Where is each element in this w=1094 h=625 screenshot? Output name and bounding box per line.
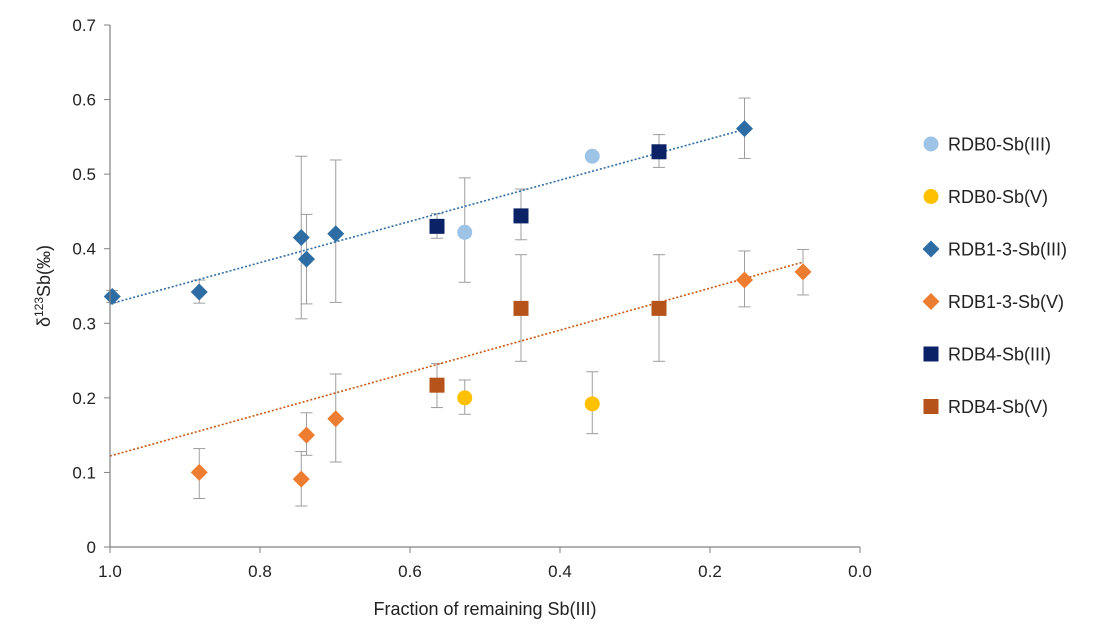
- data-point: [429, 218, 445, 234]
- data-point: [457, 224, 473, 240]
- y-tick-label: 0.7: [72, 16, 96, 35]
- legend-label: RDB4-Sb(III): [948, 345, 1051, 365]
- legend-label: RDB0-Sb(V): [948, 187, 1048, 207]
- y-axis-title-delta: δ: [34, 317, 54, 327]
- data-point: [298, 250, 315, 268]
- data-point: [651, 144, 667, 160]
- x-tick-label: 1.0: [98, 562, 122, 581]
- x-tick-label: 0.0: [848, 562, 872, 581]
- y-axis-title-rest: Sb(‰): [34, 245, 54, 297]
- trendline: [109, 261, 804, 457]
- x-tick-labels: 1.0 0.8 0.6 0.4 0.2 0.0: [98, 562, 872, 581]
- data-point: [457, 390, 473, 406]
- legend-marker: [923, 136, 939, 152]
- data-point: [190, 463, 208, 481]
- legend-marker: [923, 346, 939, 362]
- x-tick-label: 0.8: [248, 562, 272, 581]
- data-points: [103, 120, 812, 488]
- data-point: [736, 271, 753, 289]
- data-point: [513, 208, 529, 224]
- data-point: [513, 300, 529, 316]
- data-point: [736, 120, 753, 138]
- y-tick-label: 0.4: [72, 240, 96, 259]
- data-point: [190, 283, 208, 301]
- trendline: [109, 128, 745, 305]
- data-point: [327, 225, 345, 243]
- y-axis-title: δ123Sb(‰): [32, 245, 54, 327]
- legend-label: RDB0-Sb(III): [948, 135, 1051, 155]
- legend-label: RDB4-Sb(V): [948, 397, 1048, 417]
- y-tick-label: 0.3: [72, 314, 96, 333]
- data-point: [584, 396, 600, 412]
- data-point: [292, 470, 310, 488]
- legend-marker: [923, 189, 939, 204]
- axes: [104, 24, 861, 553]
- data-point: [794, 263, 812, 281]
- y-tick-labels: 0 0.1 0.2 0.3 0.4 0.5 0.6 0.7: [72, 16, 96, 557]
- y-tick-label: 0.1: [72, 463, 96, 482]
- legend-label: RDB1-3-Sb(III): [948, 240, 1067, 260]
- x-axis-title: Fraction of remaining Sb(III): [373, 599, 596, 619]
- data-point: [298, 426, 315, 444]
- y-axis-title-superscript: 123: [32, 297, 46, 317]
- y-tick-label: 0.5: [72, 165, 96, 184]
- data-point: [584, 148, 600, 164]
- legend-label: RDB1-3-Sb(V): [948, 292, 1064, 312]
- legend-marker: [922, 240, 940, 258]
- x-tick-label: 0.4: [548, 562, 572, 581]
- trendlines: [109, 128, 804, 457]
- data-point: [327, 410, 345, 428]
- data-point: [292, 229, 310, 247]
- x-tick-label: 0.6: [398, 562, 422, 581]
- error-bars: [106, 97, 809, 507]
- data-point: [429, 377, 445, 393]
- data-point: [651, 300, 667, 316]
- legend: RDB0-Sb(III) RDB0-Sb(V) RDB1-3-Sb(III) RDB1…: [922, 135, 1067, 417]
- legend-marker: [923, 399, 939, 414]
- y-tick-label: 0.2: [72, 389, 96, 408]
- legend-marker: [922, 293, 940, 310]
- y-tick-label: 0.6: [72, 91, 96, 110]
- x-tick-label: 0.2: [698, 562, 722, 581]
- data-point: [103, 287, 121, 305]
- y-tick-label: 0: [87, 538, 96, 557]
